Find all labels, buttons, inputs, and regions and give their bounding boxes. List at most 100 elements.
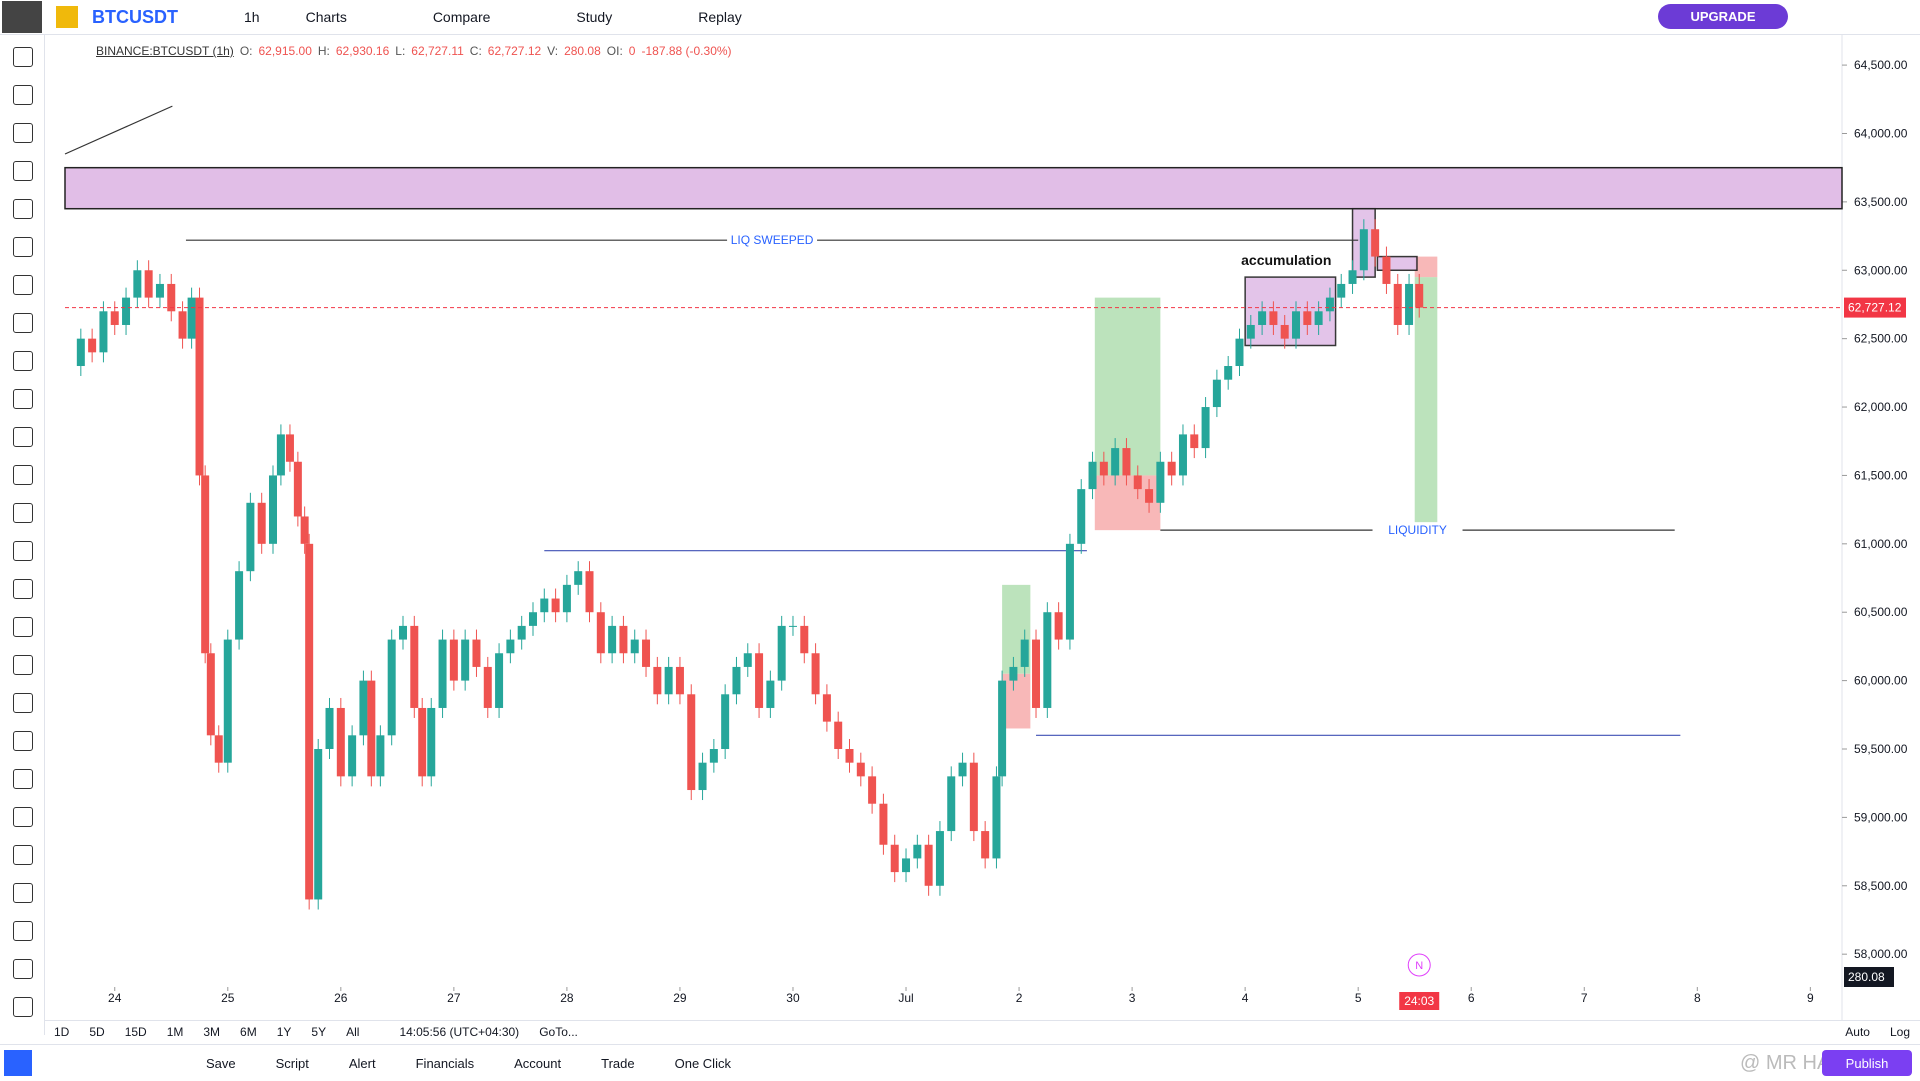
toolbar-button[interactable]: Replay [698, 9, 742, 25]
range-button[interactable]: 5Y [311, 1025, 327, 1039]
candle-body [122, 297, 131, 325]
candle-body [811, 653, 820, 695]
bottom-button[interactable]: Save [206, 1055, 236, 1071]
candle-body [687, 694, 696, 791]
candle-body [1303, 311, 1312, 325]
candle-body [540, 598, 549, 613]
bottom-button[interactable]: Script [275, 1055, 309, 1071]
candle-body [387, 639, 396, 736]
tool-icon[interactable] [13, 959, 33, 979]
range-button[interactable]: 15D [124, 1025, 147, 1039]
candle-body [1032, 639, 1041, 708]
candle-body [293, 461, 302, 517]
tool-icon[interactable] [13, 199, 33, 219]
tool-icon[interactable] [13, 617, 33, 637]
clock: 14:05:56 (UTC+04:30) [399, 1025, 520, 1039]
candle-body [551, 598, 560, 613]
y-tick-label: 58,000.00 [1854, 947, 1908, 961]
tool-icon[interactable] [13, 807, 33, 827]
toolbar-button[interactable]: Charts [305, 9, 347, 25]
range-button[interactable]: All [346, 1025, 360, 1039]
candle-body [495, 653, 504, 708]
candle-body [1065, 543, 1074, 640]
tool-icon[interactable] [13, 85, 33, 105]
legend: BINANCE:BTCUSDT (1h) O: 62,915.00 H: 62,930… [96, 44, 732, 58]
tool-icon[interactable] [13, 351, 33, 371]
y-tick-label: 63,500.00 [1854, 195, 1908, 209]
candle-body [99, 311, 108, 353]
bottom-button[interactable]: Account [514, 1055, 562, 1071]
tool-icon[interactable] [13, 845, 33, 865]
volume-label: 280.08 [1848, 970, 1885, 984]
candle-body [1133, 475, 1142, 490]
tool-icon[interactable] [13, 769, 33, 789]
candle-body [1167, 461, 1176, 476]
tool-icon[interactable] [13, 465, 33, 485]
tool-icon[interactable] [13, 237, 33, 257]
auto[interactable]: Auto [1845, 1025, 1870, 1039]
y-tick-label: 58,500.00 [1854, 879, 1908, 893]
tool-icon[interactable] [13, 427, 33, 447]
range-button[interactable]: 1Y [276, 1025, 292, 1039]
legend-value: 62,727.11 [411, 44, 464, 58]
tool-icon[interactable] [13, 883, 33, 903]
bottom-button[interactable]: One Click [674, 1055, 731, 1071]
publish-button[interactable]: Publish [1822, 1050, 1912, 1076]
candle-body [958, 762, 967, 777]
bottom-button[interactable]: Alert [348, 1055, 376, 1071]
tool-icon[interactable] [13, 313, 33, 333]
toolbar-button[interactable]: Study [576, 9, 613, 25]
candle-body [506, 639, 515, 654]
tool-icon[interactable] [13, 123, 33, 143]
legend-label: H: [317, 44, 330, 58]
bottom-button[interactable]: Trade [601, 1055, 635, 1071]
candle-body [268, 475, 277, 544]
candle-body [1415, 283, 1424, 308]
candle-body [410, 625, 419, 708]
legend-description[interactable]: BINANCE:BTCUSDT (1h) [96, 44, 234, 58]
range-button[interactable]: 6M [240, 1025, 257, 1039]
tool-icon[interactable] [13, 47, 33, 67]
tool-icon[interactable] [13, 275, 33, 295]
tool-icon[interactable] [13, 693, 33, 713]
candle-body [438, 639, 447, 708]
tool-icon[interactable] [13, 655, 33, 675]
candle-body [285, 434, 294, 462]
candle-body [1077, 489, 1086, 544]
range-button[interactable]: 5D [89, 1025, 105, 1039]
range-button[interactable]: 1M [166, 1025, 184, 1039]
goto[interactable]: GoTo... [539, 1025, 578, 1039]
log[interactable]: Log [1889, 1025, 1910, 1039]
tool-icon[interactable] [13, 921, 33, 941]
drawing-box [1094, 297, 1161, 476]
candle-body [133, 270, 142, 298]
tool-icon[interactable] [13, 541, 33, 561]
candle-body [755, 653, 764, 708]
y-tick-label: 63,000.00 [1854, 263, 1908, 277]
bottom-button[interactable]: Financials [415, 1055, 475, 1071]
tool-icon[interactable] [13, 579, 33, 599]
candle-body [1111, 448, 1120, 476]
candle-body [732, 666, 741, 695]
upgrade-button[interactable]: UPGRADE [1658, 4, 1788, 29]
range-button[interactable]: 3M [203, 1025, 221, 1039]
tool-icon[interactable] [13, 997, 33, 1017]
symbol[interactable]: BTCUSDT [92, 6, 178, 27]
tool-icon[interactable] [13, 731, 33, 751]
candle-body [653, 666, 662, 695]
candle-body [585, 571, 594, 613]
legend-label: V: [547, 44, 559, 58]
toolbar-button[interactable]: Compare [432, 9, 491, 25]
tool-icon[interactable] [13, 161, 33, 181]
candle-body [947, 776, 956, 832]
avatar[interactable] [2, 1, 42, 33]
legend-value: 0 [628, 44, 636, 58]
toolbar-buttons: Charts Compare Study Replay [306, 9, 768, 25]
range-button[interactable]: 1D [54, 1025, 70, 1039]
tool-icon[interactable] [13, 503, 33, 523]
tool-icon[interactable] [13, 389, 33, 409]
interval[interactable]: 1h [244, 9, 260, 25]
layout-button[interactable] [4, 1050, 32, 1076]
candle-body [619, 625, 628, 654]
countdown: 24:03 [1404, 994, 1434, 1008]
